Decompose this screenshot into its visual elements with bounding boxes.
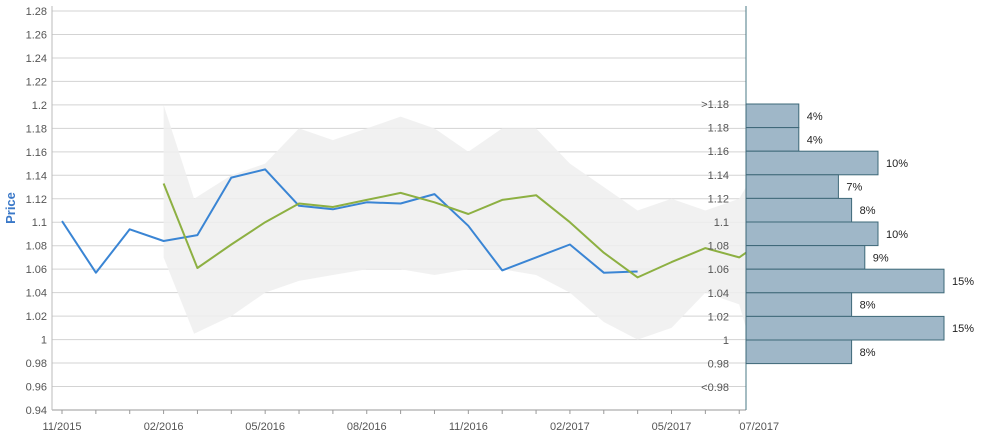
distribution-percent-label: 15%	[952, 276, 974, 288]
x-tick-label: 05/2016	[245, 421, 285, 433]
distribution-bin-label: 0.98	[708, 359, 729, 371]
x-tick-label: 11/2016	[449, 421, 488, 433]
distribution-percent-label: 4%	[807, 111, 823, 123]
x-tick-labels: 11/2015 02/2016 05/2016 08/2016 11/2016 02/20…	[43, 410, 779, 433]
distribution-bar	[745, 150, 879, 176]
distribution-bin-label: 1.06	[708, 264, 729, 276]
distribution-percent-label: 9%	[873, 252, 889, 264]
distribution-percent-label: 15%	[952, 323, 974, 335]
distribution-histogram: 4% >1.18 4% 1.18 10% 1.16 7% 1.14 8% 1.12 10% 1.1 9%…	[701, 99, 974, 394]
y-tick-label: 1	[41, 335, 47, 347]
distribution-percent-label: 8%	[860, 300, 876, 312]
y-tick-label: 1.26	[26, 29, 47, 41]
actual-price-line	[61, 168, 638, 274]
distribution-bin-label: 1.18	[708, 123, 729, 135]
distribution-percent-label: 4%	[807, 134, 823, 146]
distribution-bar	[745, 127, 800, 152]
distribution-bin-label: 1.04	[708, 288, 729, 300]
distribution-bar	[745, 339, 853, 365]
distribution-percent-label: 7%	[846, 182, 862, 194]
x-tick-label: 02/2017	[550, 421, 590, 433]
x-tick-label: 07/2017	[739, 421, 779, 433]
distribution-bar	[745, 268, 945, 294]
series-lines	[61, 168, 747, 279]
y-tick-label: 1.14	[26, 170, 47, 182]
forecast-band	[163, 104, 747, 340]
distribution-bin-label: 1.14	[708, 170, 729, 182]
distribution-bar	[745, 197, 853, 223]
distribution-bar	[745, 245, 866, 270]
forecast-price-line	[162, 183, 747, 279]
y-tick-label: 1.16	[26, 147, 47, 159]
distribution-bin-label: 1.16	[708, 146, 729, 158]
y-tick-label: 1.12	[26, 194, 47, 206]
y-tick-label: 1.28	[26, 6, 47, 18]
x-tick-label: 11/2015	[43, 421, 82, 433]
distribution-percent-label: 10%	[886, 158, 908, 170]
distribution-percent-label: 10%	[886, 229, 908, 241]
y-tick-label: 1.22	[26, 76, 47, 88]
distribution-bin-label: >1.18	[701, 99, 729, 111]
y-tick-label: 0.96	[26, 382, 47, 394]
distribution-percent-label: 8%	[860, 347, 876, 359]
y-tick-label: 1.08	[26, 241, 47, 253]
distribution-bar	[745, 292, 853, 317]
distribution-bin-label: 1.08	[708, 241, 729, 253]
distribution-bin-label: 1	[723, 335, 729, 347]
y-tick-label: 1.04	[26, 288, 47, 300]
distribution-bin-label: 1.12	[708, 193, 729, 205]
distribution-bin-label: 1.1	[714, 217, 729, 229]
distribution-percent-label: 8%	[860, 205, 876, 217]
y-tick-label: 1.1	[32, 217, 47, 229]
x-tick-label: 02/2016	[144, 421, 184, 433]
distribution-bar	[745, 103, 800, 129]
y-tick-labels: 0.94 0.96 0.98 1 1.02 1.04 1.06 1.08 1.1 1.12 1.14…	[26, 6, 47, 417]
forecast-band-area	[163, 104, 747, 340]
distribution-bar	[745, 221, 879, 247]
y-tick-label: 1.24	[26, 53, 47, 65]
y-tick-label: 0.98	[26, 358, 47, 370]
distribution-bar	[745, 315, 945, 341]
distribution-bar	[745, 174, 839, 199]
x-tick-label: 08/2016	[347, 421, 387, 433]
y-tick-label: 0.94	[26, 405, 47, 417]
distribution-bin-label: <0.98	[701, 382, 729, 394]
y-tick-label: 1.06	[26, 264, 47, 276]
distribution-bin-label: 1.02	[708, 311, 729, 323]
y-tick-label: 1.18	[26, 123, 47, 135]
y-tick-label: 1.02	[26, 311, 47, 323]
y-axis-title: Price	[3, 192, 18, 224]
x-tick-label: 05/2017	[652, 421, 692, 433]
y-tick-label: 1.2	[32, 100, 47, 112]
